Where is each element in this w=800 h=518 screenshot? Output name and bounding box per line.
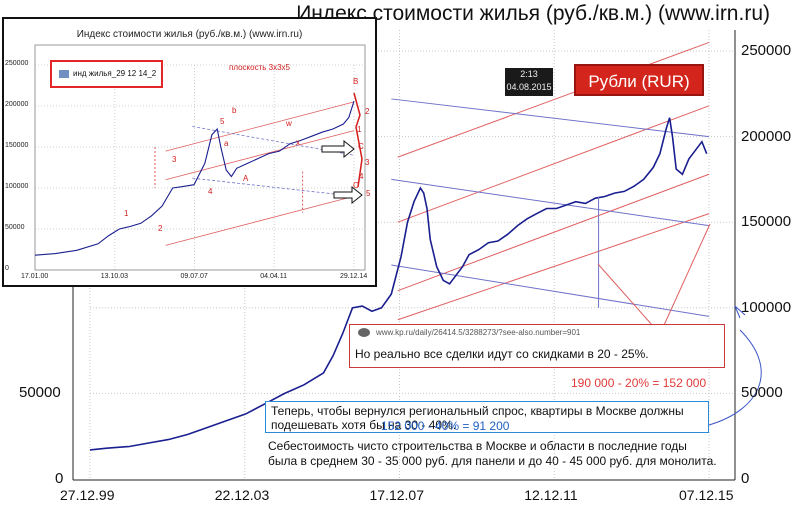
inset-chart-panel: Индекс стоимости жилья (руб./кв.м.) (www… bbox=[2, 17, 377, 287]
source-url[interactable]: www.kp.ru/daily/26414.5/3288273/?see-als… bbox=[376, 328, 581, 337]
pointer-line-red-2 bbox=[597, 263, 661, 335]
inset-channel-red-1 bbox=[165, 101, 355, 152]
arrow-right-icon bbox=[321, 139, 355, 159]
channel-red-lower bbox=[397, 173, 710, 292]
plane-label: плоскость 3х3х5 bbox=[229, 63, 290, 72]
inset-channel-red-2 bbox=[165, 130, 355, 181]
construction-cost-text: Себестоимость чисто строительства в Моск… bbox=[268, 439, 717, 468]
channel-blue-upper bbox=[391, 98, 710, 138]
wave-label: w bbox=[286, 119, 292, 128]
y-tick-label: 50000 bbox=[741, 384, 783, 402]
price-series-line bbox=[89, 117, 708, 451]
x-tick-label: 27.12.99 bbox=[60, 487, 115, 503]
wave-label: B bbox=[353, 77, 359, 86]
y-tick-label: 250000 bbox=[741, 42, 792, 59]
curve-arrow bbox=[708, 329, 762, 426]
wave-label: C bbox=[353, 181, 359, 190]
channel-red-upper bbox=[397, 41, 710, 158]
x-tick-label: 12.12.11 bbox=[524, 487, 578, 503]
inset-x-tick: 13.10.03 bbox=[100, 273, 128, 280]
main-annotation-lines bbox=[597, 196, 762, 426]
x-tick-label: 22.12.03 bbox=[214, 487, 270, 503]
wave-label: a bbox=[224, 139, 229, 148]
x-tick-label: 17.12.07 bbox=[369, 487, 425, 503]
inset-x-tick: 09.07.07 bbox=[180, 273, 208, 280]
link-icon bbox=[358, 328, 370, 337]
wave-label: C bbox=[358, 142, 364, 151]
timestamp-time: 2:13 bbox=[520, 69, 538, 79]
x-tick-label: 07.12.15 bbox=[679, 487, 734, 503]
arrow-right-icon bbox=[333, 185, 363, 205]
wave-label: A bbox=[243, 174, 249, 183]
y-tick-label: 100000 bbox=[741, 298, 792, 316]
inset-x-tick: 04.04.11 bbox=[260, 273, 287, 280]
inset-channel-blue-2 bbox=[192, 177, 355, 197]
y-tick-label-left: 50000 bbox=[19, 384, 61, 402]
inset-x-tick: 17.01.00 bbox=[21, 273, 49, 280]
wave-label: 1 bbox=[357, 125, 362, 134]
inset-y-tick: 150000 bbox=[5, 142, 29, 149]
main-channel-lines bbox=[391, 41, 710, 321]
inset-y-tick: 100000 bbox=[5, 183, 29, 190]
channel-blue-lower bbox=[391, 264, 710, 317]
wave-label: 3 bbox=[365, 158, 370, 167]
wave-label: x bbox=[296, 138, 300, 147]
wave-label: 4 bbox=[208, 187, 213, 196]
inset-channel-red-3 bbox=[165, 195, 355, 246]
inset-x-tick: 29.12.14 bbox=[340, 273, 368, 280]
wave-label: 5 bbox=[366, 189, 371, 198]
timestamp-box: 2:13 04.08.2015 bbox=[505, 68, 553, 96]
pointer-line-red bbox=[659, 223, 711, 335]
wave-label: 2 bbox=[158, 224, 163, 233]
wave-label: 3 bbox=[172, 155, 177, 164]
wave-label: 1 bbox=[124, 209, 129, 218]
inset-y-tick: 50000 bbox=[5, 224, 25, 231]
inset-y-tick: 200000 bbox=[5, 101, 29, 108]
arrow-head bbox=[734, 305, 746, 319]
y-tick-label: 150000 bbox=[741, 213, 792, 231]
channel-blue-mid bbox=[391, 178, 710, 227]
inset-y-tick: 250000 bbox=[5, 60, 29, 67]
main-price-line bbox=[89, 117, 708, 451]
inset-chart bbox=[34, 44, 366, 271]
regional-demand-text: Теперь, чтобы вернулся региональный спро… bbox=[271, 404, 684, 432]
inset-legend-label: инд жилья_29 12 14_2 bbox=[73, 69, 157, 78]
chart-title: Индекс стоимости жилья (руб./кв.м.) (www… bbox=[296, 2, 770, 25]
regional-demand-box: Теперь, чтобы вернулся региональный спро… bbox=[265, 401, 709, 433]
inset-legend: инд жилья_29 12 14_2 bbox=[50, 60, 163, 88]
calc-40-percent: 152 000 - 40% = 91 200 bbox=[381, 419, 510, 433]
inset-frame bbox=[34, 44, 366, 271]
inset-title: Индекс стоимости жилья (руб./кв.м.) (www… bbox=[76, 29, 303, 40]
y-tick-label: 200000 bbox=[741, 127, 792, 145]
inset-forecast-path bbox=[353, 92, 363, 188]
wave-label: b bbox=[232, 106, 237, 115]
inset-price-series-line bbox=[34, 100, 355, 256]
channel-red-mid bbox=[397, 105, 710, 223]
y-tick-label-left: 0 bbox=[55, 470, 64, 487]
discount-quote: Но реально все сделки идут со скидками в… bbox=[355, 347, 649, 361]
wave-label: 2 bbox=[365, 107, 370, 116]
timestamp-date: 04.08.2015 bbox=[506, 82, 552, 92]
y-tick-label: 0 bbox=[741, 470, 750, 487]
wave-label: 5 bbox=[220, 117, 225, 126]
series-icon bbox=[59, 70, 69, 78]
wave-label: 4 bbox=[359, 172, 364, 181]
inset-y-tick: 0 bbox=[5, 265, 9, 272]
currency-button[interactable]: Рубли (RUR) bbox=[574, 64, 704, 96]
channel-red-bottom bbox=[397, 213, 710, 321]
source-quote-box: www.kp.ru/daily/26414.5/3288273/?see-als… bbox=[349, 324, 725, 368]
calc-20-percent: 190 000 - 20% = 152 000 bbox=[571, 376, 707, 390]
